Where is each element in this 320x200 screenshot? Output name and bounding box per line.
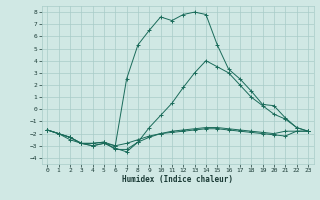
X-axis label: Humidex (Indice chaleur): Humidex (Indice chaleur) (122, 175, 233, 184)
